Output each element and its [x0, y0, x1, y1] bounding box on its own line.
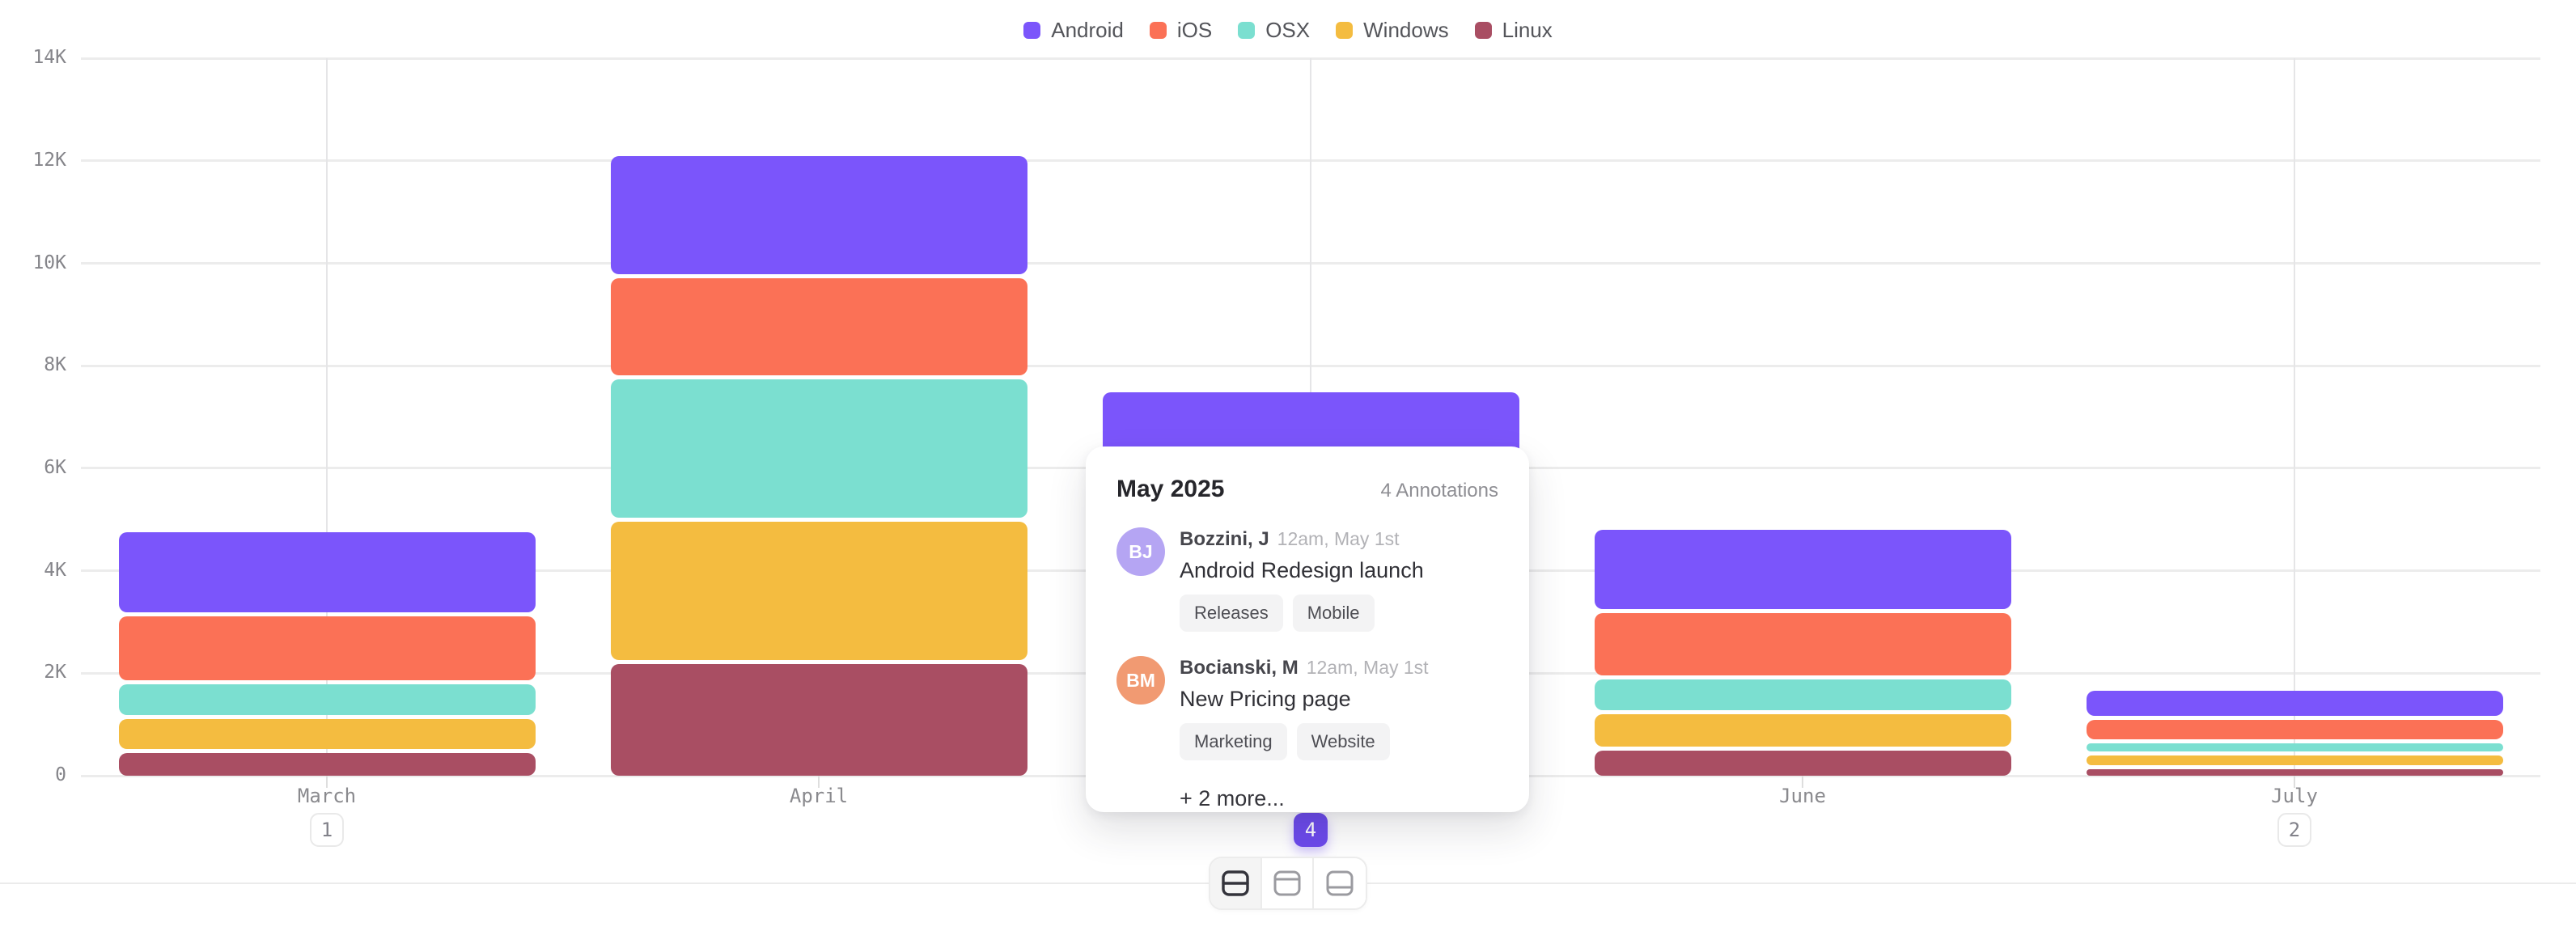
legend-label: iOS: [1176, 18, 1213, 42]
legend-label: Windows: [1363, 18, 1449, 42]
annotation-author: Bocianski, M: [1180, 657, 1299, 679]
x-axis-label-June: June: [1779, 785, 1826, 807]
stacked-bar-April: [610, 155, 1027, 776]
annotation-body: Bozzini, J 12am, May 1st Android Redesign…: [1180, 527, 1424, 632]
y-axis-tick-2K: 2K: [44, 662, 66, 683]
y-axis-tick-8K: 8K: [44, 354, 66, 376]
bar-segment-android-april[interactable]: [610, 155, 1027, 274]
annotation-count-badge-March[interactable]: 1: [310, 813, 344, 847]
legend-item-android[interactable]: Android: [1023, 18, 1124, 43]
y-axis-tick-10K: 10K: [32, 252, 66, 273]
y-axis-tick-6K: 6K: [44, 456, 66, 478]
x-axis-tick-March: [326, 776, 328, 788]
tag-chip[interactable]: Mobile: [1292, 595, 1375, 632]
view-toggle-group: [1209, 857, 1367, 910]
x-axis-tick-June: [1802, 776, 1803, 788]
annotation-column-line-July: [2294, 58, 2295, 776]
bar-segment-windows-march[interactable]: [118, 718, 536, 749]
annotation-title: Android Redesign launch: [1180, 558, 1424, 582]
bar-segment-windows-april[interactable]: [610, 521, 1027, 660]
annotation-item[interactable]: BJ Bozzini, J 12am, May 1st Android Redes…: [1116, 527, 1498, 632]
legend-swatch-icon: [1149, 22, 1167, 39]
rows-split-icon: [1221, 870, 1250, 897]
legend-item-linux[interactable]: Linux: [1474, 18, 1553, 43]
x-axis-label-July: July: [2271, 785, 2318, 807]
bar-segment-windows-july[interactable]: [2086, 755, 2503, 765]
bar-segment-osx-june[interactable]: [1594, 679, 2011, 711]
bar-segment-osx-april[interactable]: [610, 379, 1027, 518]
legend-swatch-icon: [1336, 22, 1354, 39]
avatar: BM: [1116, 656, 1165, 705]
y-axis-tick-0: 0: [55, 764, 66, 785]
x-axis-label-April: April: [789, 785, 849, 807]
more-annotations-link[interactable]: + 2 more...: [1180, 786, 1285, 810]
annotation-column-line-March: [326, 58, 328, 776]
annotation-title: New Pricing page: [1180, 687, 1351, 711]
avatar: BJ: [1116, 527, 1165, 576]
x-axis-tick-April: [818, 776, 820, 788]
annotation-tags: Marketing Website: [1180, 723, 1429, 760]
legend-label: Linux: [1502, 18, 1553, 42]
stacked-bar-July: [2086, 690, 2503, 776]
bar-segment-android-march[interactable]: [118, 532, 536, 612]
annotation-tags: Releases Mobile: [1180, 595, 1424, 632]
panel-bottom-icon: [1325, 870, 1354, 897]
chart-legend: Android iOS OSX Windows Linux: [0, 18, 2576, 43]
view-toggle-split-middle-button[interactable]: [1210, 858, 1262, 908]
bar-segment-linux-april[interactable]: [610, 663, 1027, 776]
bar-segment-ios-march[interactable]: [118, 616, 536, 680]
tag-chip[interactable]: Marketing: [1180, 723, 1287, 760]
tooltip-header: May 2025 4 Annotations: [1116, 476, 1498, 503]
legend-swatch-icon: [1023, 22, 1041, 39]
annotation-item[interactable]: BM Bocianski, M 12am, May 1st New Pricing…: [1116, 656, 1498, 760]
legend-swatch-icon: [1474, 22, 1492, 39]
tag-chip[interactable]: Website: [1296, 723, 1390, 760]
panel-top-icon: [1273, 870, 1302, 897]
y-axis-tick-4K: 4K: [44, 559, 66, 581]
bar-segment-osx-july[interactable]: [2086, 743, 2503, 751]
bar-segment-ios-june[interactable]: [1594, 613, 2011, 676]
bar-segment-ios-april[interactable]: [610, 277, 1027, 375]
bar-segment-android-june[interactable]: [1594, 530, 2011, 610]
y-axis-tick-14K: 14K: [32, 47, 66, 69]
bar-segment-android-july[interactable]: [2086, 690, 2503, 716]
y-axis-tick-12K: 12K: [32, 149, 66, 171]
annotation-timestamp: 12am, May 1st: [1306, 657, 1429, 678]
bar-segment-linux-march[interactable]: [118, 752, 536, 776]
annotation-body: Bocianski, M 12am, May 1st New Pricing pa…: [1180, 656, 1429, 760]
annotation-author: Bozzini, J: [1180, 528, 1269, 550]
annotation-count-badge-May[interactable]: 4: [1294, 813, 1328, 847]
stacked-bar-June: [1594, 530, 2011, 776]
bar-segment-ios-july[interactable]: [2086, 719, 2503, 739]
annotation-count-badge-July[interactable]: 2: [2277, 813, 2311, 847]
tooltip-annotation-count: 4 Annotations: [1380, 480, 1498, 502]
bar-segment-osx-march[interactable]: [118, 683, 536, 715]
x-axis-label-March: March: [297, 785, 357, 807]
bar-segment-linux-june[interactable]: [1594, 751, 2011, 776]
x-axis-tick-July: [2294, 776, 2295, 788]
annotations-tooltip: May 2025 4 Annotations BJ Bozzini, J 12am…: [1086, 446, 1529, 812]
annotation-timestamp: 12am, May 1st: [1277, 528, 1400, 549]
legend-label: OSX: [1265, 18, 1311, 42]
view-toggle-panel-top-button[interactable]: [1262, 858, 1314, 908]
view-toggle-panel-bottom-button[interactable]: [1314, 858, 1366, 908]
tag-chip[interactable]: Releases: [1180, 595, 1283, 632]
bar-segment-linux-july[interactable]: [2086, 768, 2503, 776]
legend-item-osx[interactable]: OSX: [1238, 18, 1310, 43]
legend-item-windows[interactable]: Windows: [1336, 18, 1449, 43]
tooltip-month-title: May 2025: [1116, 476, 1225, 502]
legend-swatch-icon: [1238, 22, 1256, 39]
bar-segment-windows-june[interactable]: [1594, 714, 2011, 747]
legend-item-ios[interactable]: iOS: [1149, 18, 1213, 43]
stacked-bar-March: [118, 532, 536, 776]
legend-label: Android: [1051, 18, 1124, 42]
